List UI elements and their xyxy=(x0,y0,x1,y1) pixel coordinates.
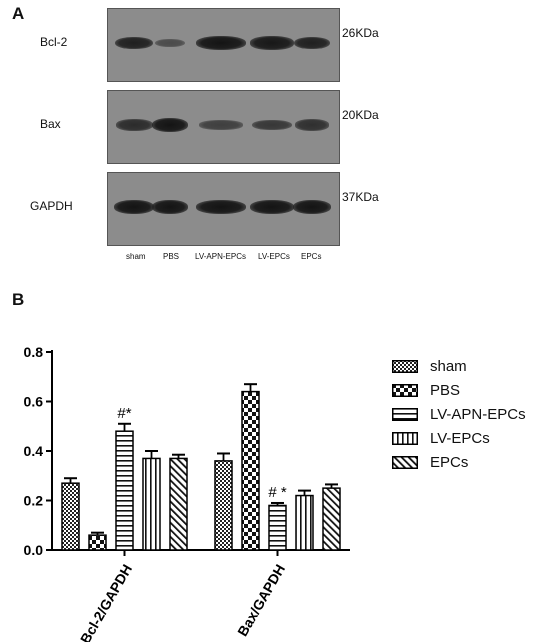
legend-swatch-fill xyxy=(392,407,418,421)
lane-label: PBS xyxy=(163,252,180,261)
blot-band xyxy=(155,38,185,48)
blot-size-label: 26KDa xyxy=(342,26,379,40)
significance-annotation: #* xyxy=(117,405,131,422)
blot-band xyxy=(114,200,154,214)
x-tick-label: Bax/GAPDH xyxy=(234,562,288,639)
blot-band xyxy=(115,119,153,131)
panel-b-letter: B xyxy=(12,290,25,309)
blot-label: GAPDH xyxy=(30,199,73,213)
blot-size-label: 20KDa xyxy=(342,108,379,122)
legend-label: PBS xyxy=(430,381,461,399)
bar xyxy=(268,504,287,551)
lane-label: LV-EPCs xyxy=(258,252,290,261)
lane-label: sham xyxy=(126,252,146,261)
y-tick-label: 0.8 xyxy=(24,344,44,360)
blot-band xyxy=(293,200,331,214)
y-tick-label: 0.6 xyxy=(24,394,44,410)
legend-swatch xyxy=(392,407,418,421)
legend-swatch-fill xyxy=(392,383,418,397)
legend-swatch-fill xyxy=(392,455,418,469)
legend-label: EPCs xyxy=(430,453,469,471)
blot-bcl-2 xyxy=(107,8,340,82)
blot-gapdh xyxy=(107,172,340,246)
blot-label: Bcl-2 xyxy=(40,35,68,49)
bar xyxy=(88,534,107,551)
bar xyxy=(169,457,188,551)
blot-band xyxy=(252,119,292,131)
legend-label: sham xyxy=(430,357,467,375)
blot-band xyxy=(294,119,330,131)
legend-swatch xyxy=(392,383,418,397)
blot-band xyxy=(250,200,294,214)
blot-band xyxy=(199,120,243,130)
legend-item: PBS xyxy=(392,380,460,400)
legend-swatch xyxy=(392,431,418,445)
blot-band xyxy=(250,36,294,50)
legend-item: EPCs xyxy=(392,452,468,472)
bar xyxy=(295,494,314,551)
blot-band xyxy=(152,200,188,214)
x-tick-label: Bcl-2/GAPDH xyxy=(77,562,135,642)
legend-swatch xyxy=(392,359,418,373)
bar xyxy=(322,487,341,551)
bar xyxy=(241,390,260,551)
blot-band xyxy=(196,200,246,214)
bar xyxy=(214,460,233,551)
lane-label: LV-APN-EPCs xyxy=(195,252,246,261)
legend-item: LV-EPCs xyxy=(392,428,490,448)
bar xyxy=(142,457,161,551)
bar xyxy=(61,482,80,551)
legend-swatch xyxy=(392,455,418,469)
legend-item: LV-APN-EPCs xyxy=(392,404,526,424)
legend-label: LV-APN-EPCs xyxy=(430,405,526,423)
y-tick-label: 0.2 xyxy=(24,493,44,509)
blot-band xyxy=(114,36,154,50)
blot-bax xyxy=(107,90,340,164)
panel-a-letter: A xyxy=(12,4,25,23)
legend-swatch-fill xyxy=(392,359,418,373)
legend-label: LV-EPCs xyxy=(430,429,490,447)
significance-annotation: # * xyxy=(268,484,287,501)
blot-label: Bax xyxy=(40,117,61,131)
y-tick-label: 0.4 xyxy=(24,443,44,459)
blot-band xyxy=(293,36,331,50)
y-tick-label: 0.0 xyxy=(24,542,44,558)
legend-swatch-fill xyxy=(392,431,418,445)
lane-label: EPCs xyxy=(301,252,322,261)
legend-item: sham xyxy=(392,356,467,376)
blot-size-label: 37KDa xyxy=(342,190,379,204)
bar xyxy=(115,430,134,551)
blot-band xyxy=(196,36,246,50)
blot-band xyxy=(152,118,188,132)
